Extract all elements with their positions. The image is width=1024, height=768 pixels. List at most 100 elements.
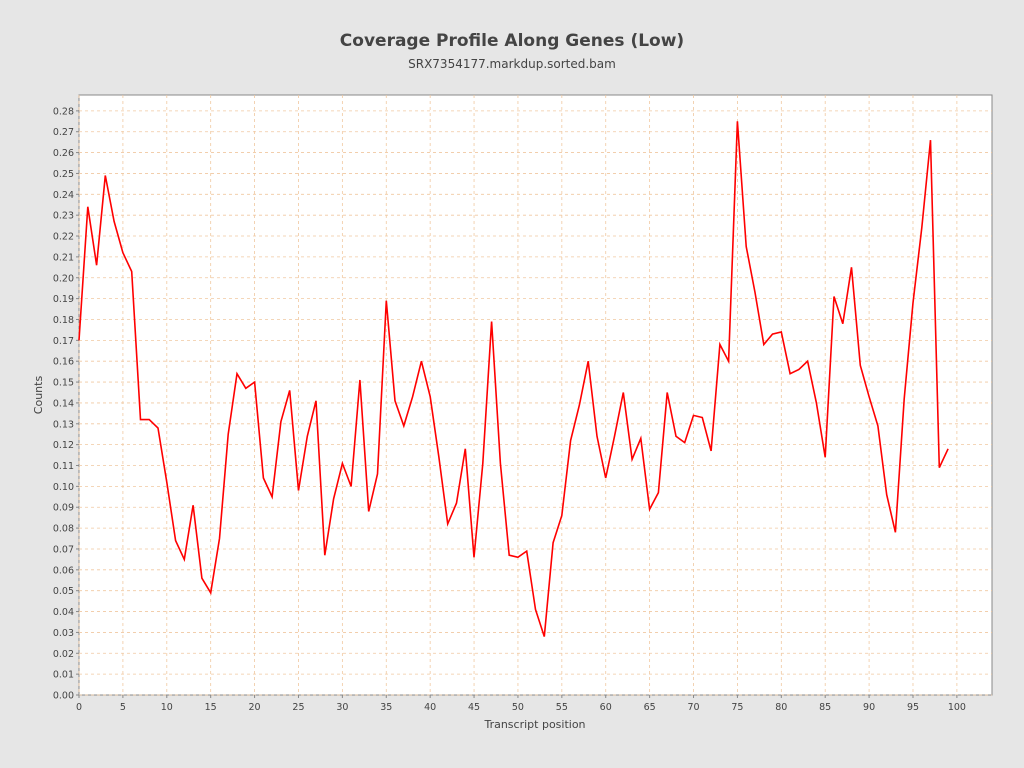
x-tick-label: 60 bbox=[600, 702, 612, 713]
data-point bbox=[193, 505, 194, 506]
data-point bbox=[579, 405, 580, 406]
y-tick-label: 0.18 bbox=[53, 315, 74, 326]
data-point bbox=[702, 417, 703, 418]
data-point bbox=[623, 392, 624, 393]
data-point bbox=[719, 344, 720, 345]
y-tick-label: 0.09 bbox=[53, 503, 74, 514]
data-point bbox=[324, 555, 325, 556]
data-point bbox=[667, 392, 668, 393]
y-tick-label: 0.19 bbox=[53, 294, 74, 305]
x-tick-label: 10 bbox=[161, 702, 173, 713]
data-point bbox=[456, 503, 457, 504]
data-point bbox=[763, 344, 764, 345]
x-tick-label: 55 bbox=[556, 702, 568, 713]
y-tick-label: 0.22 bbox=[53, 232, 74, 243]
data-point bbox=[737, 121, 738, 122]
data-point bbox=[632, 459, 633, 460]
data-point bbox=[693, 415, 694, 416]
data-point bbox=[263, 478, 264, 479]
data-point bbox=[228, 434, 229, 435]
coverage-line bbox=[78, 121, 949, 637]
data-point bbox=[114, 221, 115, 222]
data-point bbox=[509, 555, 510, 556]
data-point bbox=[368, 511, 369, 512]
data-point bbox=[491, 321, 492, 322]
data-point bbox=[403, 425, 404, 426]
y-tick-label: 0.28 bbox=[53, 106, 74, 117]
data-point bbox=[289, 390, 290, 391]
data-point bbox=[237, 373, 238, 374]
data-point bbox=[474, 557, 475, 558]
y-tick-label: 0.17 bbox=[53, 336, 74, 347]
data-point bbox=[316, 400, 317, 401]
data-point bbox=[131, 271, 132, 272]
data-point bbox=[526, 551, 527, 552]
data-point bbox=[790, 373, 791, 374]
data-point bbox=[728, 361, 729, 362]
data-point bbox=[421, 361, 422, 362]
data-point bbox=[105, 175, 106, 176]
x-tick-label: 70 bbox=[687, 702, 699, 713]
y-tick-label: 0.27 bbox=[53, 127, 74, 138]
y-tick-label: 0.05 bbox=[53, 586, 74, 597]
data-point bbox=[807, 361, 808, 362]
data-point bbox=[210, 592, 211, 593]
y-tick-label: 0.07 bbox=[53, 544, 74, 555]
data-point bbox=[342, 463, 343, 464]
data-point bbox=[570, 440, 571, 441]
data-point bbox=[447, 523, 448, 524]
x-tick-label: 15 bbox=[205, 702, 217, 713]
data-point bbox=[825, 457, 826, 458]
data-point bbox=[921, 227, 922, 228]
y-tick-label: 0.06 bbox=[53, 565, 74, 576]
data-point bbox=[939, 467, 940, 468]
data-point bbox=[746, 246, 747, 247]
data-point bbox=[544, 636, 545, 637]
data-point bbox=[842, 323, 843, 324]
x-tick-label: 35 bbox=[380, 702, 392, 713]
data-point bbox=[166, 482, 167, 483]
y-tick-label: 0.26 bbox=[53, 148, 74, 159]
data-point bbox=[184, 559, 185, 560]
data-point bbox=[254, 382, 255, 383]
data-point bbox=[219, 538, 220, 539]
x-axis: 0 5 10 15 20 25 30 35 40 45 50 55 60 65 70 75 80 85 90 95 10… bbox=[76, 695, 966, 713]
y-tick-label: 0.00 bbox=[53, 691, 74, 702]
data-point bbox=[79, 340, 80, 341]
data-point bbox=[298, 490, 299, 491]
x-tick-label: 100 bbox=[948, 702, 966, 713]
y-tick-label: 0.12 bbox=[53, 440, 74, 451]
data-point bbox=[684, 442, 685, 443]
data-point bbox=[904, 398, 905, 399]
data-point bbox=[948, 448, 949, 449]
y-tick-label: 0.14 bbox=[53, 398, 74, 409]
data-point bbox=[201, 578, 202, 579]
data-point bbox=[272, 496, 273, 497]
data-point bbox=[96, 265, 97, 266]
y-tick-label: 0.16 bbox=[53, 357, 74, 368]
y-tick-label: 0.08 bbox=[53, 524, 74, 535]
data-point bbox=[351, 486, 352, 487]
x-axis-label: Transcript position bbox=[483, 718, 585, 731]
data-point bbox=[851, 267, 852, 268]
data-point bbox=[535, 609, 536, 610]
data-point bbox=[359, 379, 360, 380]
y-tick-label: 0.03 bbox=[53, 628, 74, 639]
chart-subtitle: SRX7354177.markdup.sorted.bam bbox=[408, 57, 616, 71]
data-point bbox=[333, 498, 334, 499]
x-tick-label: 50 bbox=[512, 702, 524, 713]
y-tick-label: 0.20 bbox=[53, 273, 74, 284]
data-point bbox=[605, 478, 606, 479]
data-point bbox=[816, 402, 817, 403]
data-point bbox=[377, 473, 378, 474]
grid bbox=[78, 95, 992, 696]
data-point bbox=[798, 369, 799, 370]
data-point bbox=[386, 300, 387, 301]
data-point bbox=[438, 457, 439, 458]
data-point bbox=[482, 463, 483, 464]
data-point bbox=[430, 396, 431, 397]
y-axis: 0.00 0.01 0.02 0.03 0.04 0.05 0.06 0.07 0.08 0.09… bbox=[53, 106, 79, 702]
y-axis-label: Counts bbox=[32, 376, 45, 415]
data-point bbox=[869, 396, 870, 397]
data-point bbox=[140, 419, 141, 420]
